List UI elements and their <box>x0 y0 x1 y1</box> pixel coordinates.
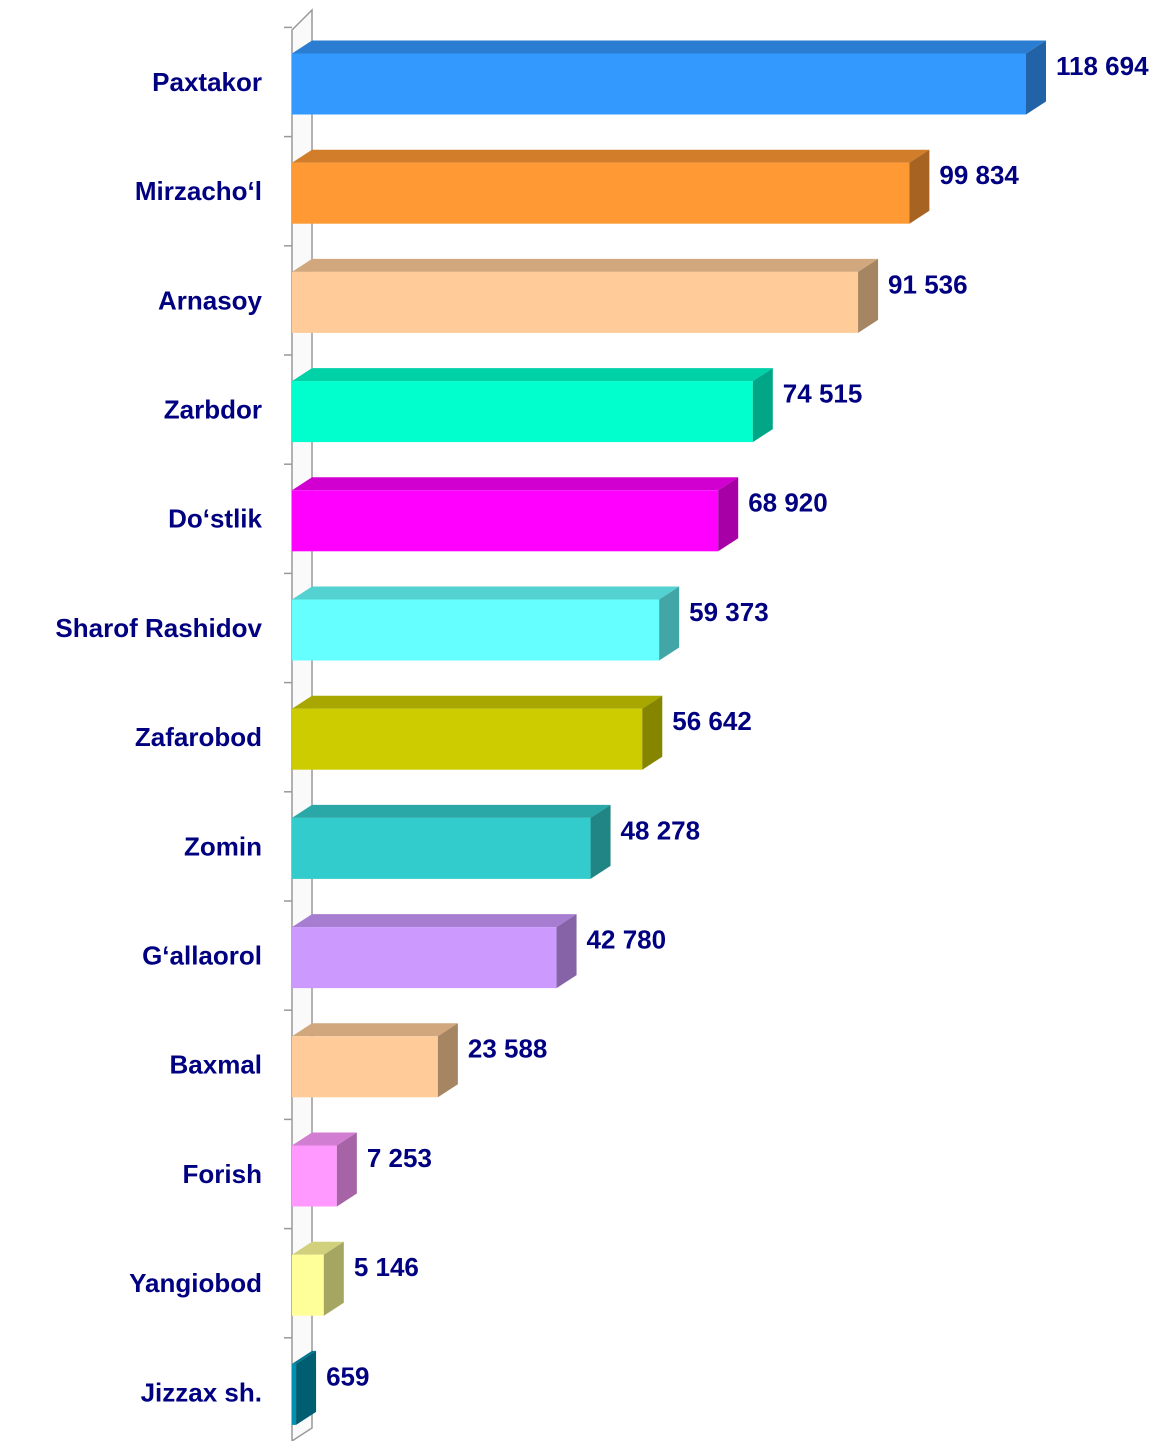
bar-top <box>292 1350 317 1364</box>
bar-top <box>292 695 663 709</box>
bar-top <box>292 477 739 491</box>
bar <box>292 599 660 661</box>
category-label: Yangiobod <box>129 1268 262 1298</box>
category-label: Zarbdor <box>164 394 262 424</box>
bar <box>292 162 910 224</box>
bar <box>292 53 1026 115</box>
value-label: 42 780 <box>587 924 667 954</box>
bar <box>292 490 719 552</box>
bar-side <box>909 149 930 224</box>
bar-top <box>292 149 930 163</box>
bar-top <box>292 258 879 272</box>
bar <box>292 271 859 333</box>
value-label: 56 642 <box>672 706 752 736</box>
category-label: Zafarobod <box>135 722 262 752</box>
bar-top <box>292 368 773 382</box>
value-label: 74 515 <box>783 378 863 408</box>
bar-side <box>642 695 663 770</box>
category-label: Paxtakor <box>152 67 262 97</box>
bar-side <box>752 368 773 443</box>
value-label: 5 146 <box>354 1252 419 1282</box>
bar-side <box>323 1241 344 1316</box>
bar-top <box>292 1132 357 1146</box>
category-label: Zomin <box>184 831 262 861</box>
value-label: 7 253 <box>367 1143 432 1173</box>
value-label: 23 588 <box>468 1034 548 1064</box>
bar-top <box>292 40 1046 54</box>
bar <box>292 1363 297 1425</box>
category-label: Jizzax sh. <box>141 1377 262 1407</box>
value-label: 659 <box>326 1361 369 1391</box>
category-label: Baxmal <box>170 1050 263 1080</box>
value-label: 91 536 <box>888 269 968 299</box>
bar-side <box>718 477 739 552</box>
bar-side <box>296 1350 317 1425</box>
bar-side <box>590 804 611 879</box>
bar-side <box>556 914 577 989</box>
bar <box>292 708 643 770</box>
category-label: Arnasoy <box>158 285 263 315</box>
bar <box>292 927 557 989</box>
value-label: 99 834 <box>939 160 1019 190</box>
bar-top <box>292 586 680 600</box>
bar <box>292 381 753 443</box>
bar-side <box>1026 40 1046 115</box>
bar-top <box>292 1023 458 1037</box>
bar <box>292 1254 324 1316</box>
value-label: 68 920 <box>748 488 828 518</box>
bar-top <box>292 1241 344 1255</box>
bar-top <box>292 804 611 818</box>
bar-side <box>336 1132 357 1207</box>
value-label: 48 278 <box>621 815 701 845</box>
bar-top <box>292 914 577 928</box>
bar-side <box>437 1023 458 1098</box>
bar-side <box>659 586 680 661</box>
category-label: Forish <box>183 1159 262 1189</box>
category-label: G‘allaorol <box>142 940 262 970</box>
category-label: Mirzacho‘l <box>135 176 262 206</box>
bar <box>292 1036 438 1098</box>
value-label: 59 373 <box>689 597 769 627</box>
bar-side <box>858 258 879 333</box>
value-label: 118 694 <box>1056 51 1149 81</box>
bar <box>292 817 591 879</box>
category-label: Do‘stlik <box>168 504 262 534</box>
category-label: Sharof Rashidov <box>55 613 262 643</box>
bar <box>292 1145 337 1207</box>
